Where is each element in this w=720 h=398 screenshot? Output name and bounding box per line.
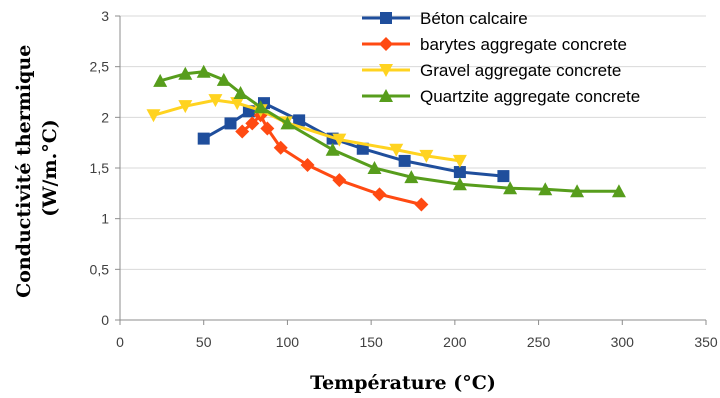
data-point [197, 132, 210, 145]
y-tick-label: 0,5 [90, 261, 110, 277]
y-tick-label: 0 [101, 312, 109, 328]
legend-item: Gravel aggregate concrete [362, 61, 621, 80]
data-point [293, 114, 306, 127]
legend-marker [379, 89, 393, 102]
x-tick-label: 150 [359, 334, 383, 350]
data-point [398, 154, 411, 167]
data-point [235, 124, 250, 139]
data-point [503, 181, 518, 195]
data-point [325, 142, 340, 156]
x-tick-label: 300 [611, 334, 635, 350]
data-point [332, 173, 347, 188]
x-tick-label: 350 [694, 334, 718, 350]
x-tick-label: 0 [116, 334, 124, 350]
data-point [273, 140, 288, 155]
data-point [419, 149, 434, 163]
data-point [146, 109, 161, 123]
data-point [570, 184, 585, 198]
x-tick-label: 200 [443, 334, 467, 350]
legend-item: barytes aggregate concrete [362, 35, 627, 54]
axes [115, 15, 707, 325]
x-tick-label: 100 [276, 334, 300, 350]
x-tick-label: 250 [527, 334, 551, 350]
legend-label: barytes aggregate concrete [420, 35, 627, 54]
data-point [332, 133, 347, 147]
data-point [230, 97, 245, 111]
y-tick-label: 2,5 [90, 59, 110, 75]
grid-lines [120, 15, 706, 270]
series-line [153, 98, 461, 163]
data-point [153, 73, 168, 87]
series-1 [197, 97, 510, 183]
x-tick-label: 50 [196, 334, 212, 350]
data-point [404, 170, 419, 184]
data-point [216, 72, 231, 86]
data-point [233, 86, 248, 100]
y-tick-label: 1,5 [90, 160, 110, 176]
legend-marker [379, 64, 393, 77]
data-point [178, 66, 193, 80]
legend-marker [379, 37, 393, 51]
data-point [414, 197, 429, 212]
legend-marker [380, 12, 392, 24]
legend-item: Béton calcaire [362, 9, 528, 28]
data-point [300, 157, 315, 172]
y-axis-title: Conductivité thermique (W/m.°C) [13, 38, 61, 298]
data-point [280, 116, 295, 130]
data-point [196, 64, 211, 78]
tick-labels: 0 0,5 1 1,5 2 2,5 3 0 50 100 150 200 250 300 350 [90, 8, 718, 350]
series-3 [146, 94, 467, 168]
legend: Béton calcaire barytes aggregate concrete… [362, 9, 640, 106]
y-tick-label: 2 [101, 109, 109, 125]
data-point [389, 143, 404, 157]
series-line [202, 101, 504, 178]
legend-label: Gravel aggregate concrete [420, 61, 621, 80]
data-point [224, 117, 237, 130]
data-point [260, 121, 275, 136]
data-point [611, 184, 626, 198]
series-4 [153, 64, 626, 198]
data-point [208, 94, 223, 108]
x-axis-title: Température (°C) [310, 372, 496, 394]
legend-item: Quartzite aggregate concrete [362, 87, 640, 106]
y-tick-label: 1 [101, 211, 109, 227]
data-point [178, 100, 193, 114]
data-point [245, 116, 260, 131]
y-axis-title-line2: (W/m.°C) [39, 119, 61, 217]
y-axis-title-line1: Conductivité thermique [13, 45, 35, 298]
data-point [367, 161, 382, 174]
legend-label: Béton calcaire [420, 9, 528, 28]
data-point [372, 187, 387, 202]
legend-label: Quartzite aggregate concrete [420, 87, 640, 106]
data-point [538, 182, 553, 196]
data-point [253, 100, 268, 114]
series-layer [146, 64, 626, 212]
data-point [453, 166, 466, 179]
data-point [497, 170, 510, 183]
data-point [452, 154, 467, 168]
data-point [452, 177, 467, 191]
y-tick-label: 3 [101, 8, 109, 24]
